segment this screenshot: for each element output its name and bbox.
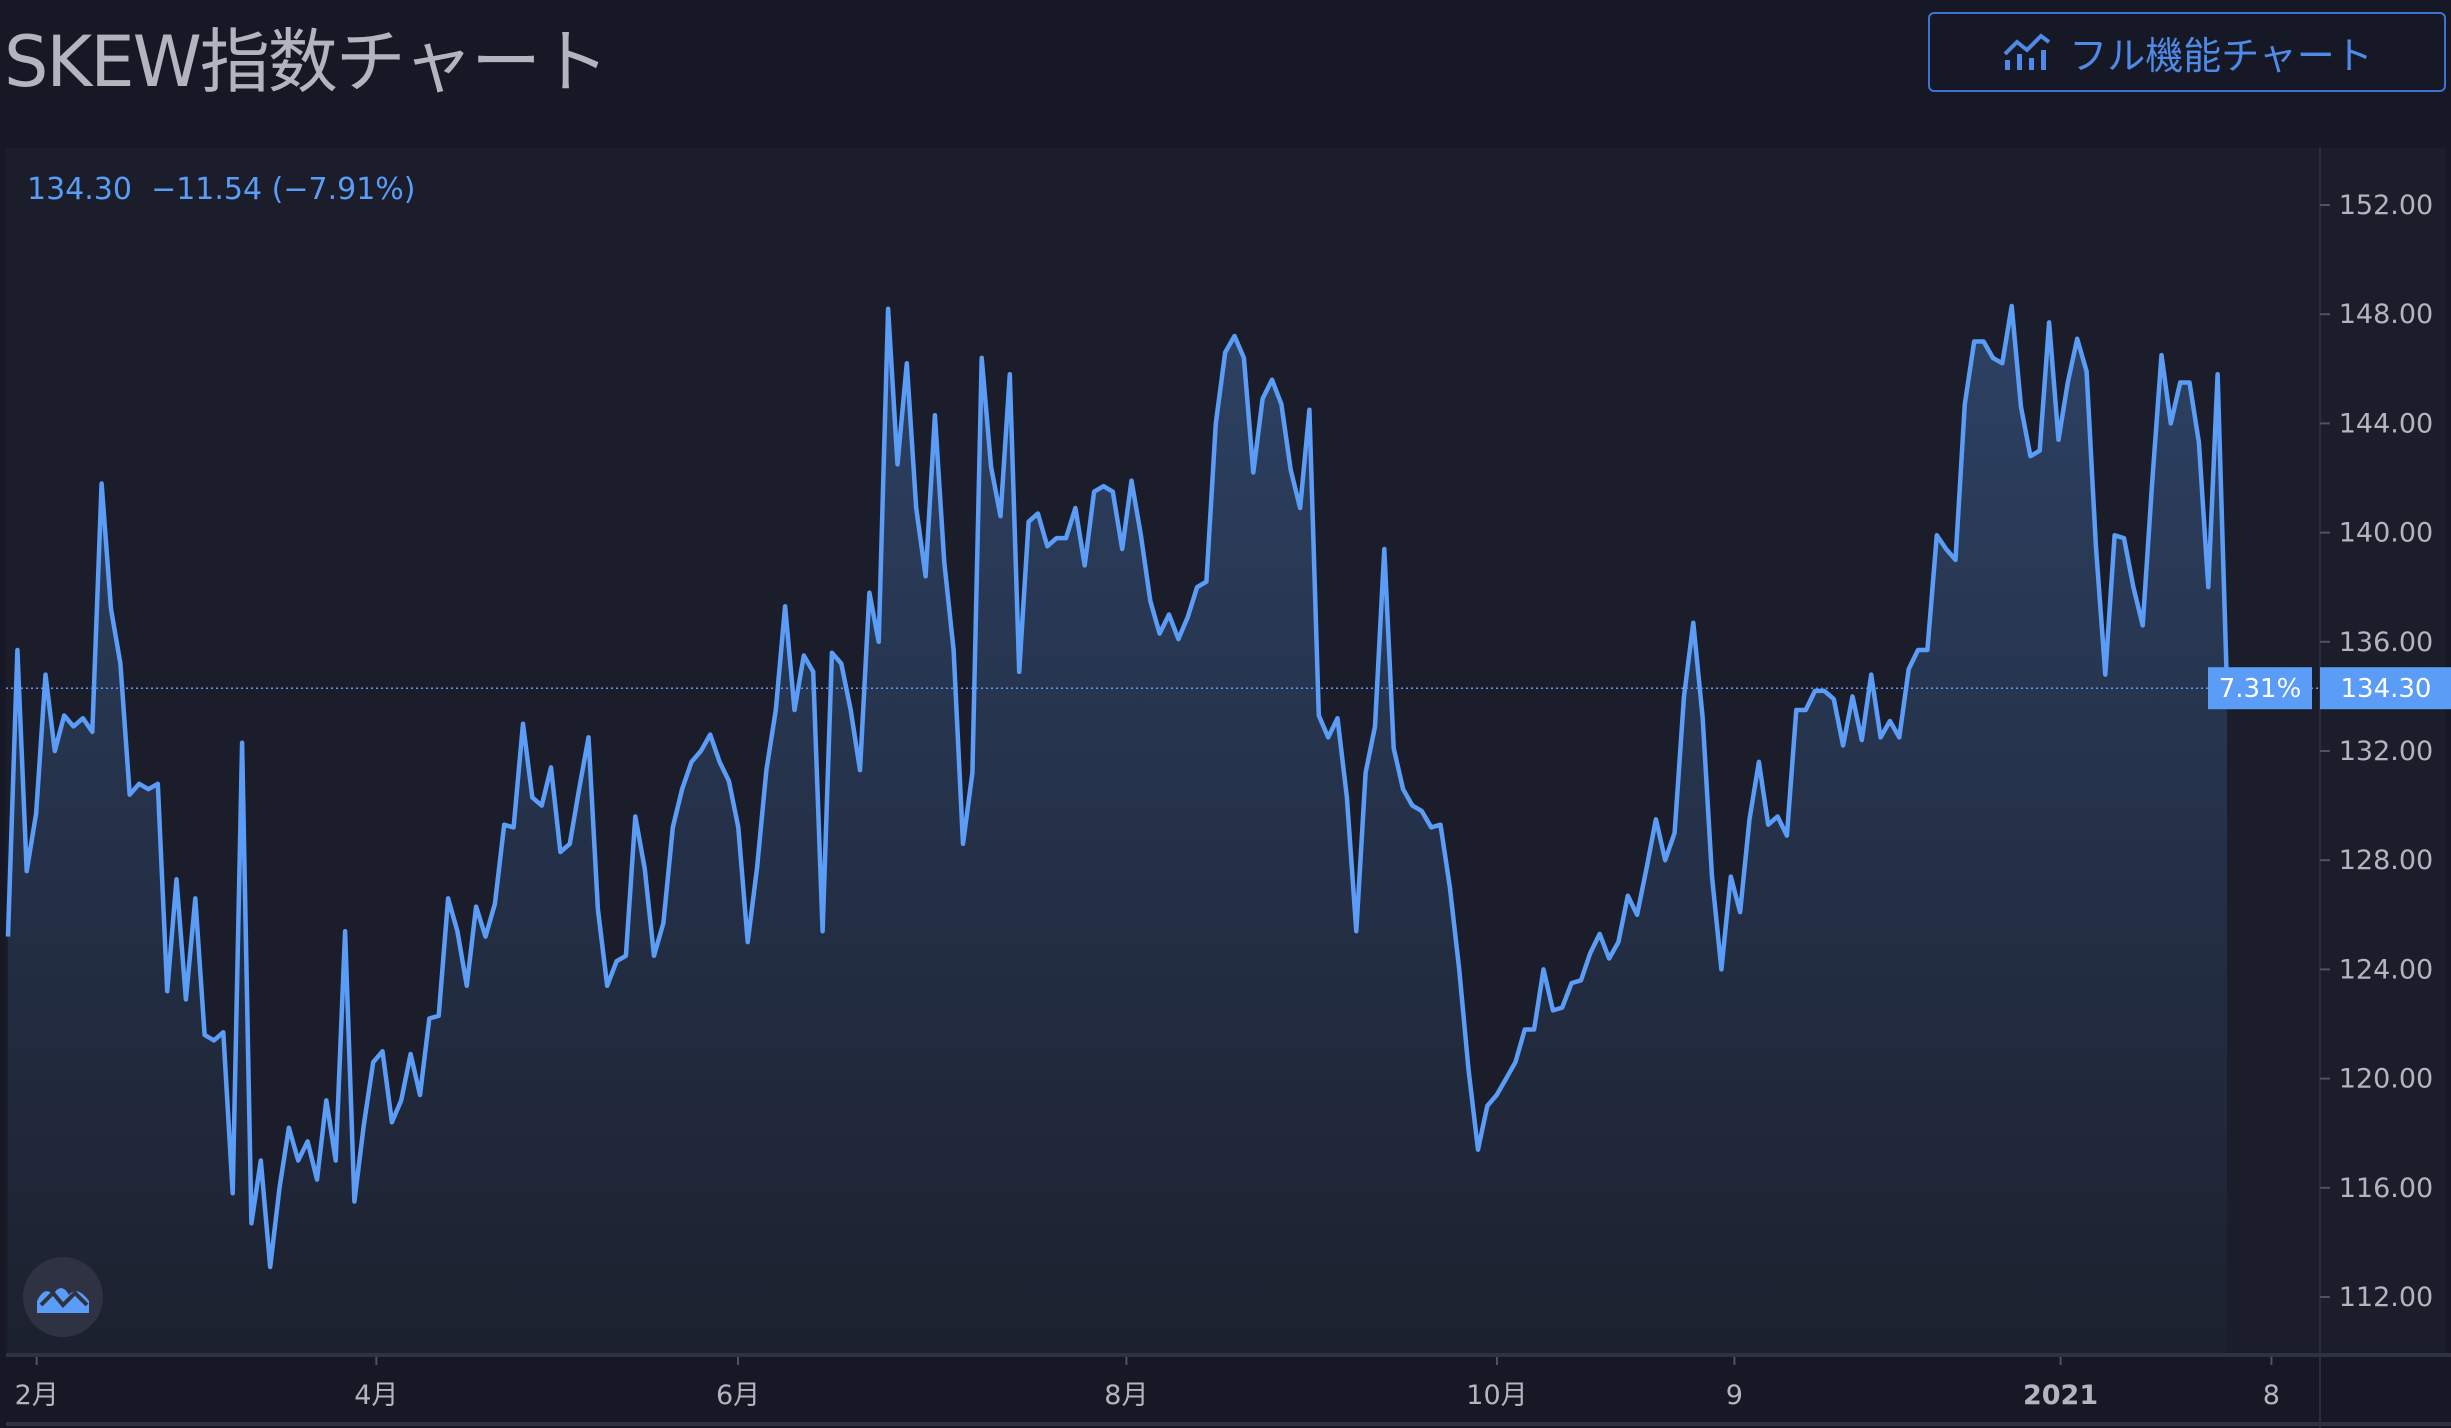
tradingview-logo[interactable] — [23, 1257, 103, 1337]
readout-last: 134.30 — [27, 172, 132, 207]
time-tick-label: 2月 — [15, 1380, 59, 1411]
price-tick-label: 148.00 — [2339, 299, 2433, 330]
price-tick-label: 132.00 — [2339, 736, 2433, 767]
price-axis[interactable]: 152.00 148.00 144.00 140.00 136.00 132.00 128.… — [2320, 190, 2433, 1313]
time-tick-label: 6月 — [716, 1380, 760, 1411]
full-chart-label: フル機能チャート — [2069, 33, 2373, 78]
readout-change-pct: (−7.91%) — [271, 172, 416, 207]
time-tick-label: 2021 — [2023, 1380, 2098, 1411]
time-tick-label: 10月 — [1466, 1380, 1527, 1411]
last-price-label: 134.30 — [2341, 674, 2432, 704]
time-tick-label: 8月 — [1104, 1380, 1148, 1411]
chart-icon — [2003, 33, 2051, 70]
series-line — [5, 303, 2230, 1270]
logo-icon — [37, 1288, 89, 1313]
series-area — [8, 306, 2227, 1353]
price-readout: 134.30 −11.54 (−7.91%) — [27, 172, 416, 207]
readout-change: −11.54 — [151, 172, 263, 207]
price-tick-label: 112.00 — [2339, 1282, 2433, 1313]
full-chart-button[interactable]: フル機能チャート — [1928, 12, 2446, 92]
time-tick-label: 8 — [2263, 1380, 2280, 1411]
time-tick-label: 4月 — [354, 1380, 398, 1411]
price-tick-label: 136.00 — [2339, 627, 2433, 658]
price-tick-label: 152.00 — [2339, 190, 2433, 221]
price-tick-label: 124.00 — [2339, 954, 2433, 985]
bottom-border — [6, 1422, 2451, 1426]
time-axis[interactable]: 2月 4月 6月 8月 10月 9 2021 8 — [15, 1357, 2280, 1411]
price-tick-label: 128.00 — [2339, 845, 2433, 876]
time-tick-label: 9 — [1726, 1380, 1743, 1411]
price-tick-label: 120.00 — [2339, 1064, 2433, 1095]
price-tick-label: 144.00 — [2339, 408, 2433, 439]
last-pct-label: 7.31% — [2219, 674, 2302, 704]
page-title: SKEW指数チャート — [4, 21, 609, 103]
last-pct-badge — [2208, 667, 2312, 710]
price-tick-label: 140.00 — [2339, 518, 2433, 549]
price-tick-label: 116.00 — [2339, 1173, 2433, 1204]
last-price-badge — [2320, 667, 2451, 710]
time-axis-border — [6, 1353, 2451, 1357]
